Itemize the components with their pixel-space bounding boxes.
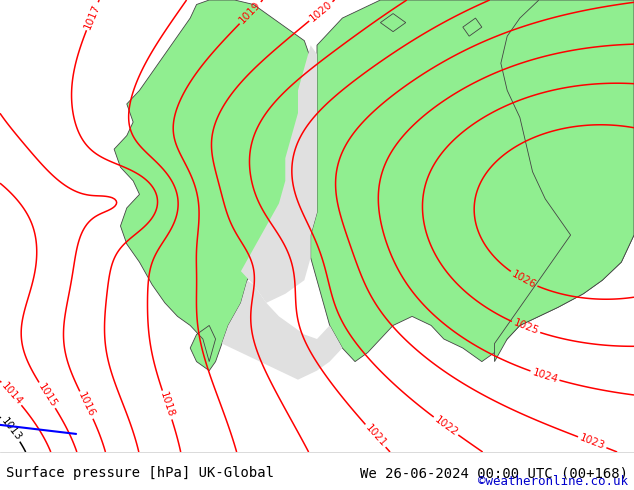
Polygon shape — [241, 45, 317, 303]
Text: 1020: 1020 — [307, 0, 334, 24]
Text: 1018: 1018 — [158, 391, 176, 419]
Text: 1023: 1023 — [578, 433, 606, 452]
Polygon shape — [463, 18, 482, 36]
Text: Surface pressure [hPa] UK-Global: Surface pressure [hPa] UK-Global — [6, 466, 275, 480]
Text: 1026: 1026 — [510, 269, 538, 290]
Text: 1017: 1017 — [82, 2, 102, 30]
Text: 1022: 1022 — [432, 414, 460, 438]
Text: 1014: 1014 — [0, 380, 24, 407]
Text: We 26-06-2024 00:00 UTC (00+168): We 26-06-2024 00:00 UTC (00+168) — [359, 466, 628, 480]
Text: 1025: 1025 — [512, 318, 540, 337]
Text: ©weatheronline.co.uk: ©weatheronline.co.uk — [477, 475, 628, 488]
Text: 1021: 1021 — [363, 423, 388, 449]
Polygon shape — [380, 14, 406, 32]
Text: 1016: 1016 — [76, 391, 97, 419]
Polygon shape — [495, 0, 634, 362]
Text: 1013: 1013 — [0, 416, 23, 443]
Text: 1024: 1024 — [531, 367, 559, 385]
Text: 1015: 1015 — [36, 382, 58, 409]
Polygon shape — [114, 0, 317, 370]
Text: 1019: 1019 — [237, 0, 263, 25]
Polygon shape — [222, 280, 342, 380]
Polygon shape — [311, 0, 634, 362]
